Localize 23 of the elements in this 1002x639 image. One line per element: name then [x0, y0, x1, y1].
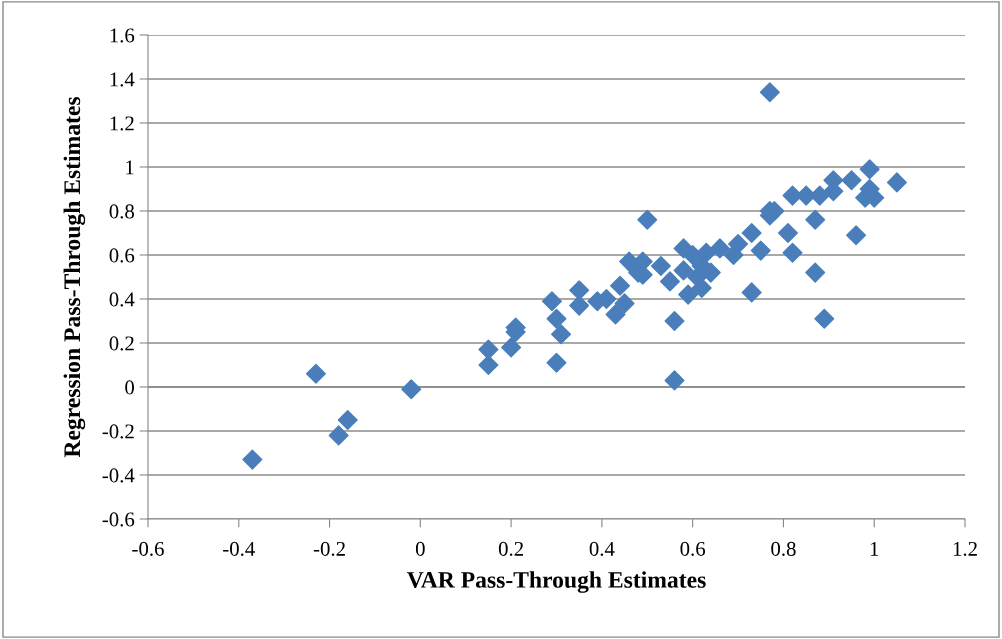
- x-tick-label: 1: [870, 541, 879, 556]
- y-tick-label: 1.6: [110, 28, 135, 43]
- x-axis-title: VAR Pass-Through Estimates: [406, 571, 706, 593]
- y-tick-label: -0.6: [102, 512, 135, 527]
- y-axis-title: Regression Pass-Through Estimates: [63, 96, 86, 458]
- y-tick-label: 0.6: [109, 248, 135, 263]
- x-tick-label: 0: [415, 541, 425, 556]
- x-tick-label: 1.2: [953, 541, 977, 556]
- y-tick-label: 0.4: [109, 292, 135, 307]
- x-tick-label: -0.2: [313, 541, 345, 556]
- y-tick-label: 0: [125, 380, 135, 395]
- x-tick-label: 0.2: [498, 541, 523, 556]
- x-tick-label: 0.6: [680, 541, 706, 556]
- x-tick-label: 0.8: [771, 541, 796, 556]
- y-tick-label: 1.4: [110, 72, 135, 87]
- y-tick-label: 0.8: [109, 204, 135, 219]
- y-tick-label: 1: [126, 160, 134, 175]
- x-tick-label: 0.4: [589, 541, 615, 556]
- y-tick-label: -0.4: [102, 468, 135, 483]
- y-tick-label: -0.2: [102, 424, 134, 439]
- y-tick-label: 1.2: [110, 116, 134, 131]
- x-tick-label: -0.4: [223, 541, 255, 556]
- y-tick-label: 0.2: [109, 336, 134, 351]
